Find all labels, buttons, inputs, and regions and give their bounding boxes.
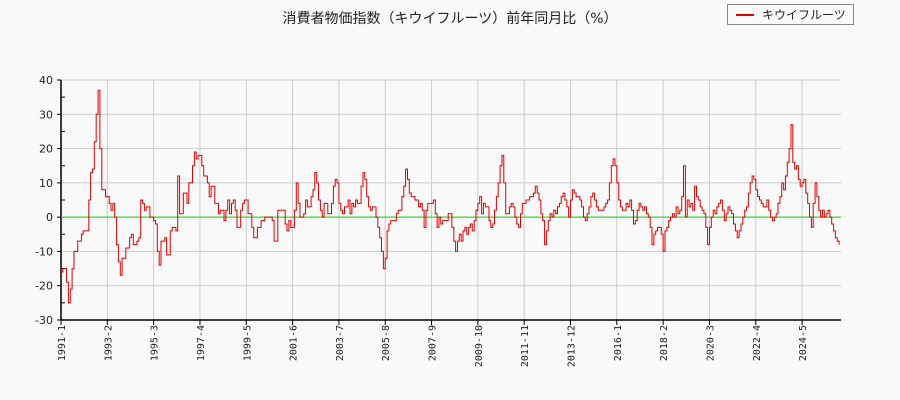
x-tick-label: 1997-4 bbox=[196, 325, 207, 361]
x-tick-label: 2011-11 bbox=[520, 325, 531, 367]
y-tick-label: 30 bbox=[39, 108, 53, 121]
x-tick-label: 2005-8 bbox=[381, 325, 392, 361]
x-tick-label: 2020-3 bbox=[705, 325, 716, 361]
x-axis-ticks: 1991-1 1993-2 1995-3 1997-4 1999-5 2001-6 2003… bbox=[57, 320, 809, 367]
x-tick-label: 2001-6 bbox=[289, 325, 300, 361]
y-tick-label: 10 bbox=[39, 177, 53, 190]
x-tick-label: 1999-5 bbox=[242, 325, 253, 361]
x-tick-label: 1991-1 bbox=[57, 325, 68, 361]
x-tick-label: 2003-7 bbox=[335, 325, 346, 361]
x-tick-label: 2018-2 bbox=[659, 325, 670, 361]
legend: キウイフルーツ bbox=[727, 4, 854, 25]
x-tick-label: 2009-10 bbox=[474, 325, 485, 367]
x-tick-label: 2024-5 bbox=[798, 325, 809, 361]
x-tick-label: 1995-3 bbox=[150, 325, 161, 361]
y-tick-label: 0 bbox=[46, 211, 53, 224]
y-axis-ticks: -30 -20 -10 0 10 20 30 40 bbox=[35, 74, 65, 327]
x-tick-label: 2007-9 bbox=[428, 325, 439, 361]
legend-swatch-icon bbox=[736, 13, 754, 16]
y-tick-label: 20 bbox=[39, 143, 53, 156]
x-tick-label: 2013-12 bbox=[567, 325, 578, 367]
y-tick-label: -20 bbox=[35, 280, 53, 293]
y-tick-label: -30 bbox=[35, 314, 53, 327]
y-tick-label: 40 bbox=[39, 74, 53, 87]
x-tick-label: 1993-2 bbox=[103, 325, 114, 361]
grid-lines bbox=[61, 79, 841, 320]
series-line-kiwifruit bbox=[61, 89, 840, 304]
chart-title: 消費者物価指数（キウイフルーツ）前年同月比（%） bbox=[282, 11, 618, 27]
y-tick-label: -10 bbox=[35, 245, 53, 258]
x-tick-label: 2022-4 bbox=[752, 325, 763, 361]
x-tick-label: 2016-1 bbox=[613, 325, 624, 361]
legend-label: キウイフルーツ bbox=[762, 8, 846, 22]
